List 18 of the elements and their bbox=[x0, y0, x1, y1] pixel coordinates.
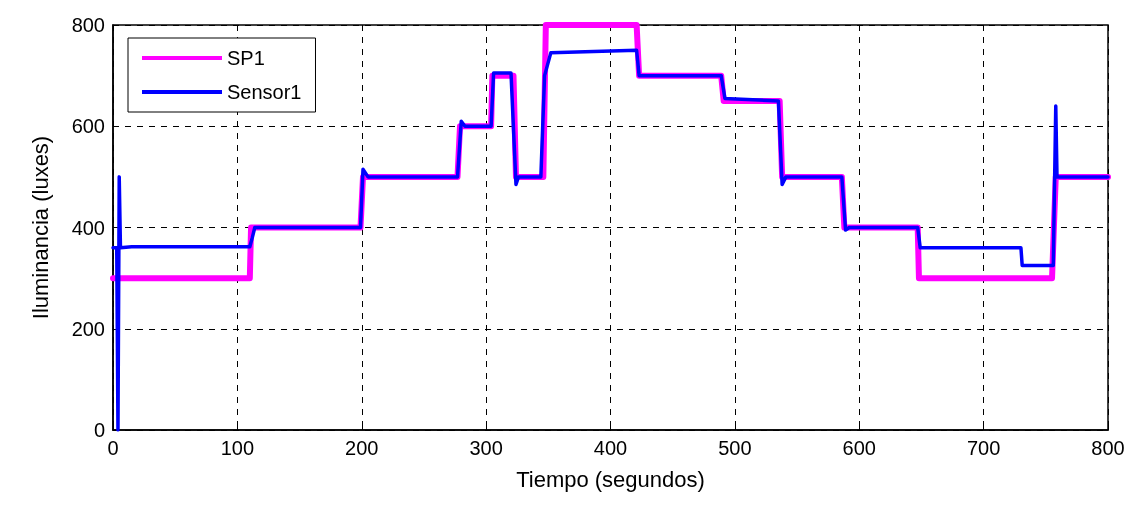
legend-label: SP1 bbox=[227, 47, 265, 69]
y-axis-title: Iluminancia (luxes) bbox=[27, 135, 53, 320]
x-tick-label: 500 bbox=[718, 437, 752, 459]
x-tick-label: 100 bbox=[220, 437, 255, 459]
legend-label: Sensor1 bbox=[227, 81, 302, 103]
x-tick-label: 400 bbox=[593, 437, 628, 459]
x-axis-title: Tiempo (segundos) bbox=[516, 466, 705, 492]
y-tick-label: 600 bbox=[71, 115, 105, 138]
x-tick-label: 0 bbox=[107, 437, 119, 459]
x-tick-label: 200 bbox=[345, 437, 379, 459]
y-tick-label: 200 bbox=[71, 317, 105, 340]
y-tick-label: 800 bbox=[71, 14, 105, 36]
y-tick-label: 400 bbox=[71, 216, 105, 239]
x-tick-label: 600 bbox=[842, 437, 876, 459]
y-tick-label: 0 bbox=[93, 419, 105, 441]
x-tick-label: 700 bbox=[966, 437, 1001, 459]
x-tick-label: 300 bbox=[469, 437, 503, 459]
x-tick-label: 800 bbox=[1091, 437, 1125, 459]
